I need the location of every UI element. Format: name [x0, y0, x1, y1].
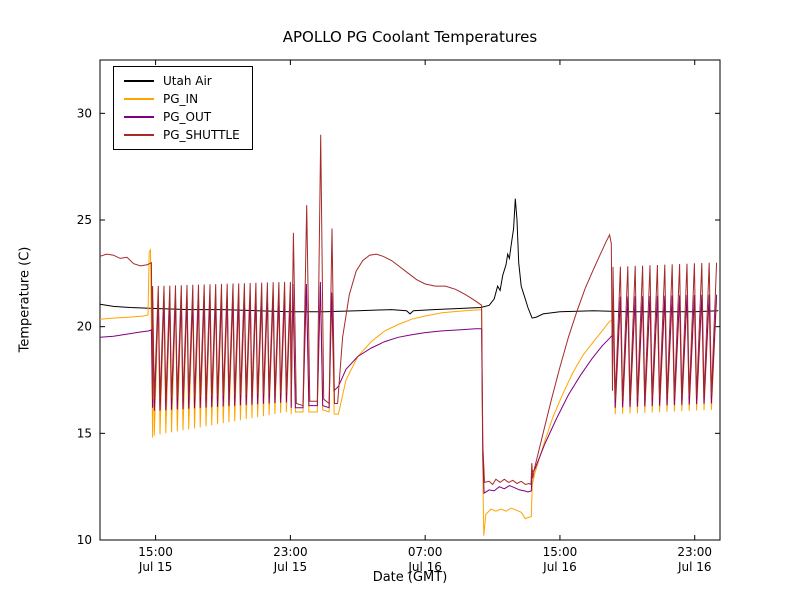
chart-title: APOLLO PG Coolant Temperatures: [282, 28, 538, 46]
legend-sample-line: [124, 116, 154, 118]
legend-item: PG_SHUTTLE: [124, 128, 240, 142]
legend-item: PG_OUT: [124, 110, 240, 124]
x-tick-label-time: 07:00: [408, 545, 443, 559]
legend-item: Utah Air: [124, 74, 240, 88]
legend-item: PG_IN: [124, 92, 240, 106]
x-tick-label-time: 23:00: [677, 545, 712, 559]
y-tick-label: 20: [77, 320, 92, 334]
legend-item-label: PG_OUT: [163, 110, 212, 124]
x-tick-label-time: 15:00: [138, 545, 173, 559]
y-tick-label: 10: [77, 533, 92, 547]
x-tick-label-time: 23:00: [273, 545, 308, 559]
y-tick-label: 25: [77, 213, 92, 227]
x-tick-label-date: Jul 16: [677, 560, 712, 574]
series-line-pg-shuttle: [99, 134, 718, 486]
legend-sample-line: [124, 134, 154, 136]
y-tick-label: 15: [77, 426, 92, 440]
x-tick-label-time: 15:00: [543, 545, 578, 559]
x-tick-label-date: Jul 15: [273, 560, 308, 574]
axes-frame: [99, 59, 721, 541]
x-axis-label: Date (GMT): [372, 570, 448, 585]
x-tick-label-date: Jul 15: [138, 560, 173, 574]
x-tick-label-date: Jul 16: [407, 560, 442, 574]
legend-item-label: PG_SHUTTLE: [163, 128, 240, 142]
x-tick-label-date: Jul 16: [542, 560, 577, 574]
legend-item-label: Utah Air: [163, 74, 212, 88]
legend-item-label: PG_IN: [163, 92, 199, 106]
legend-sample-line: [124, 98, 154, 100]
y-tick-label: 30: [77, 106, 92, 120]
legend-sample-line: [124, 80, 154, 82]
legend: Utah Air PG_IN PG_OUT PG_SHUTTLE: [113, 66, 253, 150]
y-axis-label: Temperature (C): [17, 246, 33, 353]
